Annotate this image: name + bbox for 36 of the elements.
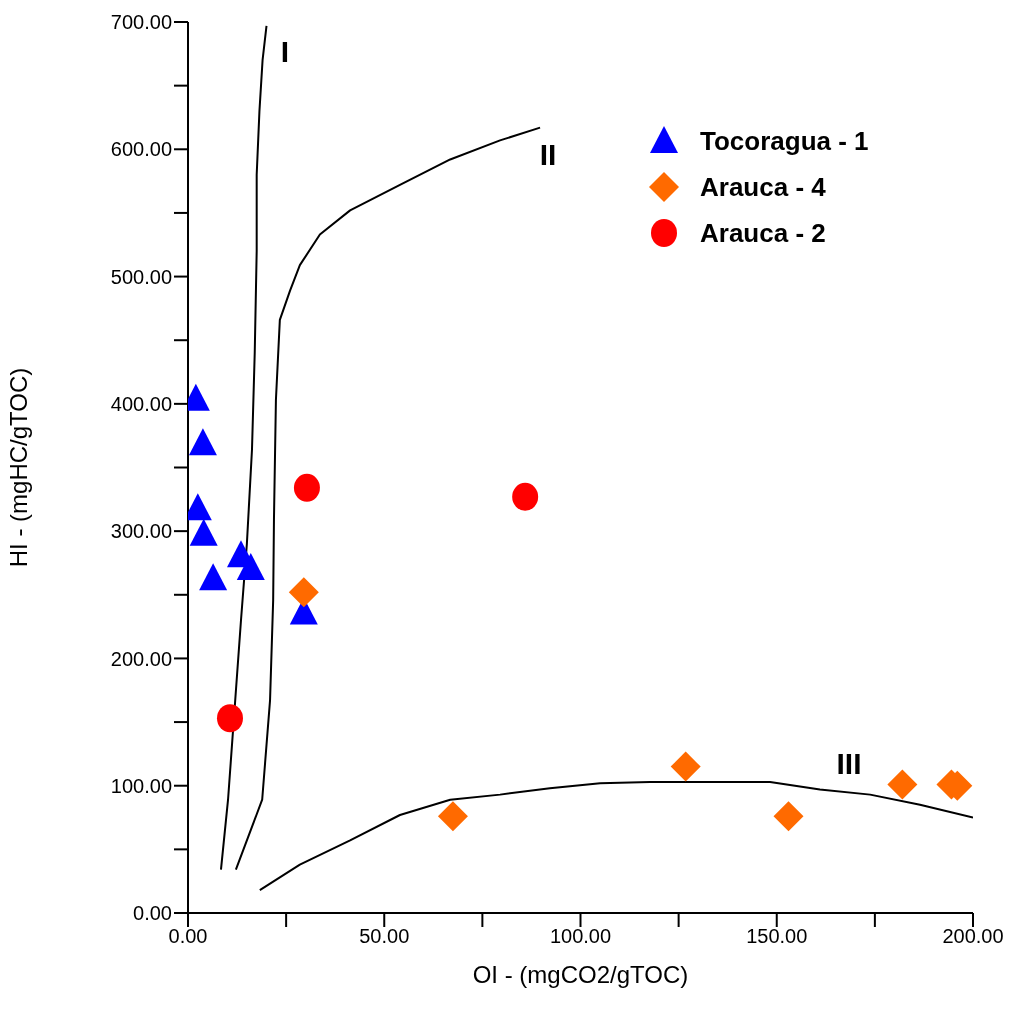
annotation: II: [539, 138, 557, 172]
x-tick-label: 150.00: [746, 925, 808, 948]
point: [199, 563, 228, 591]
point: [887, 769, 918, 800]
y-tick-label: 300.00: [110, 520, 172, 543]
point: [293, 473, 320, 502]
y-tick-label: 100.00: [110, 774, 172, 797]
line-series: [258, 780, 973, 892]
annotation: III: [836, 747, 862, 781]
point: [217, 704, 243, 733]
line-series: [219, 24, 268, 871]
y-tick-label: 700.00: [110, 11, 172, 34]
point: [288, 577, 319, 608]
legend-label: Arauca - 2: [700, 217, 826, 249]
y-axis-title: HI - (mgHC/gTOC): [4, 367, 32, 568]
point: [670, 751, 701, 782]
y-tick-label: 0.00: [133, 902, 172, 925]
x-tick-label: 0.00: [168, 925, 208, 948]
y-tick-label: 600.00: [110, 138, 172, 161]
y-tick-label: 500.00: [110, 265, 172, 288]
point: [437, 801, 468, 832]
legend-label: Arauca - 4: [700, 171, 826, 203]
x-axis-title: OI - (mgCO2/gTOC): [472, 961, 689, 988]
line-series: [234, 126, 542, 871]
legend-label: Tocoragua - 1: [700, 125, 869, 157]
y-tick-label: 400.00: [110, 392, 172, 415]
point: [773, 801, 804, 832]
annotation: I: [280, 35, 290, 69]
point: [188, 428, 217, 456]
point: [512, 482, 539, 511]
y-tick-label: 200.00: [110, 647, 172, 670]
x-tick-label: 100.00: [549, 925, 612, 948]
x-tick-label: 50.00: [359, 925, 410, 948]
point: [189, 518, 218, 546]
x-tick-label: 200.00: [942, 925, 1004, 948]
point: [236, 553, 265, 581]
